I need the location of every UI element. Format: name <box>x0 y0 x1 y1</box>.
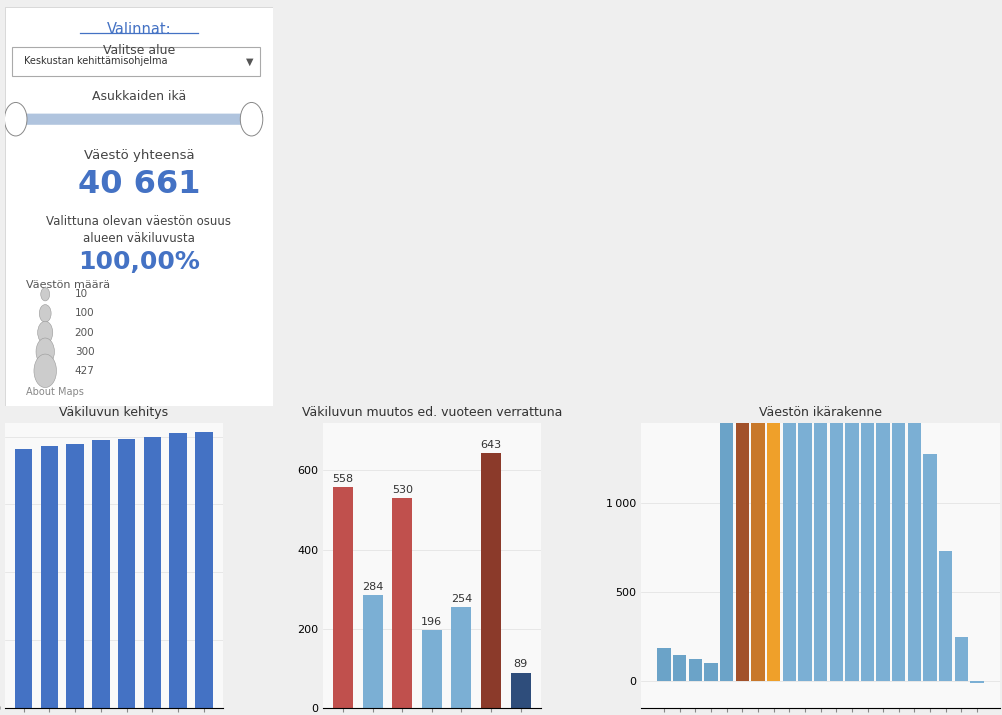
Text: 100: 100 <box>75 308 94 318</box>
Bar <box>195 432 212 708</box>
Bar <box>118 439 135 708</box>
Text: 530: 530 <box>392 485 413 495</box>
Text: 300: 300 <box>75 347 94 357</box>
Text: About Maps: About Maps <box>26 387 84 397</box>
Title: Väkiluvun muutos ed. vuoteen verrattuna: Väkiluvun muutos ed. vuoteen verrattuna <box>302 406 562 419</box>
FancyBboxPatch shape <box>15 114 253 125</box>
Bar <box>688 659 702 681</box>
Text: 100,00%: 100,00% <box>78 250 200 275</box>
FancyBboxPatch shape <box>12 46 261 76</box>
Text: Väestön määrä: Väestön määrä <box>26 280 110 290</box>
Bar <box>970 681 984 683</box>
Bar <box>169 433 187 708</box>
Text: 427: 427 <box>75 366 94 376</box>
Bar <box>924 454 937 681</box>
Text: 40 661: 40 661 <box>78 169 200 199</box>
Bar <box>752 287 765 681</box>
Text: ▼: ▼ <box>246 56 254 66</box>
Text: Valitse alue: Valitse alue <box>103 44 175 56</box>
Bar <box>511 673 531 708</box>
Circle shape <box>38 321 53 344</box>
Text: 284: 284 <box>362 582 384 592</box>
Text: Valinnat:: Valinnat: <box>106 22 171 37</box>
Circle shape <box>41 287 50 301</box>
Bar <box>66 444 84 708</box>
Bar <box>908 385 921 681</box>
Bar <box>892 327 906 681</box>
Bar <box>939 551 952 681</box>
Text: 196: 196 <box>421 617 442 627</box>
Circle shape <box>240 102 263 136</box>
Bar <box>657 649 670 681</box>
Circle shape <box>39 305 51 322</box>
Bar <box>720 163 733 681</box>
Bar <box>333 487 353 708</box>
Bar <box>673 655 686 681</box>
Bar <box>451 607 472 708</box>
Text: 89: 89 <box>513 659 528 669</box>
Title: Väestön ikärakenne: Väestön ikärakenne <box>760 406 882 419</box>
Bar <box>41 445 58 708</box>
Bar <box>767 384 781 681</box>
Text: Valittuna olevan väestön osuus
alueen väkiluvusta: Valittuna olevan väestön osuus alueen vä… <box>46 215 231 245</box>
Bar <box>846 343 859 681</box>
Bar <box>15 450 32 708</box>
Circle shape <box>36 338 54 365</box>
Text: 0: 0 <box>13 111 20 121</box>
Bar <box>392 498 412 708</box>
Text: Väestö yhteensä: Väestö yhteensä <box>84 149 194 162</box>
FancyBboxPatch shape <box>5 7 273 406</box>
Bar <box>814 343 828 681</box>
Circle shape <box>34 354 56 388</box>
Text: 643: 643 <box>480 440 502 450</box>
Bar <box>783 343 796 681</box>
Text: 254: 254 <box>451 594 472 604</box>
Bar <box>861 249 874 681</box>
Bar <box>877 226 890 681</box>
Bar <box>799 343 812 681</box>
Bar <box>363 596 383 708</box>
Text: 558: 558 <box>333 474 354 484</box>
Bar <box>481 453 501 708</box>
Text: Asukkaiden ikä: Asukkaiden ikä <box>92 89 186 103</box>
Bar <box>955 636 968 681</box>
Text: 200: 200 <box>75 327 94 337</box>
Title: Väkiluvun kehitys: Väkiluvun kehitys <box>59 406 168 419</box>
Bar <box>143 438 161 708</box>
Text: Keskustan kehittämisohjelma: Keskustan kehittämisohjelma <box>24 56 167 66</box>
Bar <box>92 440 109 708</box>
Text: 10: 10 <box>75 290 88 300</box>
Bar <box>830 343 843 681</box>
Bar <box>704 663 717 681</box>
Bar <box>422 631 442 708</box>
Bar <box>735 0 748 681</box>
Circle shape <box>4 102 27 136</box>
Text: 105: 105 <box>243 111 265 121</box>
